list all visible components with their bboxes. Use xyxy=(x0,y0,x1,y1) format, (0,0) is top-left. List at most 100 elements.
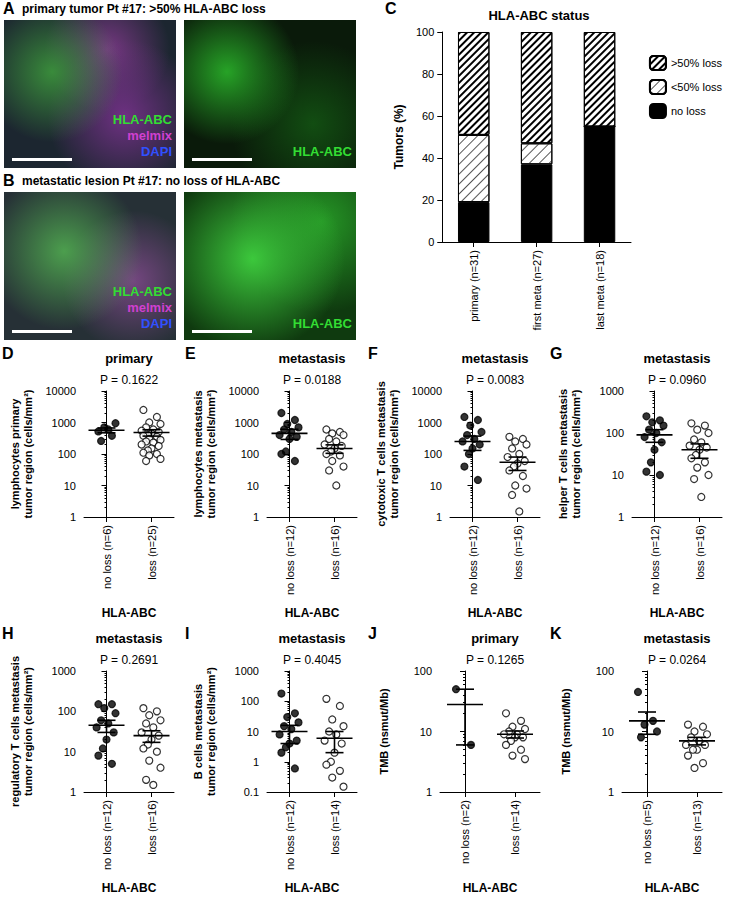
svg-text:loss (n=16): loss (n=16) xyxy=(512,525,524,580)
svg-text:metastasis: metastasis xyxy=(278,351,345,366)
svg-text:80: 80 xyxy=(422,68,434,80)
svg-text:last meta (n=18): last meta (n=18) xyxy=(594,250,606,330)
svg-text:0.1: 0.1 xyxy=(244,786,259,798)
svg-text:tumor region (cells/mm²): tumor region (cells/mm²) xyxy=(22,389,34,518)
svg-text:0: 0 xyxy=(428,236,434,248)
svg-text:P = 0.0188: P = 0.0188 xyxy=(283,373,341,387)
svg-text:loss (n=13): loss (n=13) xyxy=(691,800,703,855)
svg-text:metastasis: metastasis xyxy=(461,351,528,366)
svg-text:1: 1 xyxy=(70,786,76,798)
svg-text:10: 10 xyxy=(602,726,614,738)
svg-text:no loss (n=12): no loss (n=12) xyxy=(284,800,296,870)
svg-text:primary (n=31): primary (n=31) xyxy=(468,250,480,322)
svg-text:loss (n=25): loss (n=25) xyxy=(146,525,158,580)
svg-text:10: 10 xyxy=(420,726,432,738)
svg-text:tumor region (cells/mm²): tumor region (cells/mm²) xyxy=(205,667,217,796)
svg-text:1: 1 xyxy=(426,786,432,798)
svg-text:HLA-ABC: HLA-ABC xyxy=(285,606,340,620)
svg-text:10: 10 xyxy=(64,746,76,758)
svg-text:no loss (n=6): no loss (n=6) xyxy=(101,525,113,589)
svg-text:10: 10 xyxy=(247,726,259,738)
svg-text:1: 1 xyxy=(253,511,259,523)
svg-text:>50% loss: >50% loss xyxy=(671,57,723,69)
svg-text:no loss (n=2): no loss (n=2) xyxy=(459,800,471,864)
svg-text:HLA-ABC: HLA-ABC xyxy=(463,881,518,895)
svg-text:P = 0.1622: P = 0.1622 xyxy=(100,373,158,387)
svg-text:P = 0.1265: P = 0.1265 xyxy=(466,653,524,667)
svg-text:P = 0.4045: P = 0.4045 xyxy=(283,653,341,667)
svg-text:TMB (nsmut/Mb): TMB (nsmut/Mb) xyxy=(378,688,390,774)
svg-text:10: 10 xyxy=(64,480,76,492)
svg-text:loss (n=14): loss (n=14) xyxy=(329,800,341,855)
svg-text:first meta (n=27): first meta (n=27) xyxy=(531,250,543,330)
svg-text:60: 60 xyxy=(422,110,434,122)
svg-text:HLA-ABC: HLA-ABC xyxy=(645,881,700,895)
svg-text:40: 40 xyxy=(422,152,434,164)
svg-text:loss (n=16): loss (n=16) xyxy=(146,800,158,855)
svg-text:cytotoxic T cells metastasis: cytotoxic T cells metastasis xyxy=(375,381,387,527)
svg-text:tumor region (cells/mm²): tumor region (cells/mm²) xyxy=(22,667,34,796)
svg-text:B cells metastasis: B cells metastasis xyxy=(192,684,204,779)
svg-text:100: 100 xyxy=(58,705,76,717)
svg-text:HLA-ABC status: HLA-ABC status xyxy=(488,8,589,23)
svg-text:HLA-ABC: HLA-ABC xyxy=(468,606,523,620)
svg-text:100: 100 xyxy=(241,695,259,707)
svg-text:tumor region (cells/mm²): tumor region (cells/mm²) xyxy=(388,389,400,518)
svg-text:no loss (n=12): no loss (n=12) xyxy=(284,525,296,595)
svg-text:1000: 1000 xyxy=(235,417,259,429)
svg-text:lymphocytes primary: lymphocytes primary xyxy=(9,398,21,510)
svg-text:100: 100 xyxy=(414,665,432,677)
svg-text:10000: 10000 xyxy=(411,385,442,397)
svg-text:no loss (n=12): no loss (n=12) xyxy=(467,525,479,595)
svg-text:loss (n=14): loss (n=14) xyxy=(509,800,521,855)
svg-text:regulatory T cells metastasis: regulatory T cells metastasis xyxy=(9,656,21,807)
svg-text:100: 100 xyxy=(596,665,614,677)
svg-text:10: 10 xyxy=(612,469,624,481)
svg-text:HLA-ABC: HLA-ABC xyxy=(102,881,157,895)
svg-text:1000: 1000 xyxy=(600,385,624,397)
svg-text:1: 1 xyxy=(608,786,614,798)
svg-text:tumor region (cells/mm²): tumor region (cells/mm²) xyxy=(570,389,582,518)
svg-text:no loss (n=5): no loss (n=5) xyxy=(641,800,653,864)
svg-text:1000: 1000 xyxy=(52,417,76,429)
svg-text:tumor region (cells/mm²): tumor region (cells/mm²) xyxy=(205,389,217,518)
svg-text:10000: 10000 xyxy=(45,385,76,397)
svg-text:100: 100 xyxy=(416,26,434,38)
svg-text:Tumors (%): Tumors (%) xyxy=(392,104,406,169)
svg-text:lymphocytes metastasis: lymphocytes metastasis xyxy=(192,390,204,517)
svg-text:helper T cells metastasis: helper T cells metastasis xyxy=(557,389,569,519)
svg-text:loss (n=16): loss (n=16) xyxy=(694,525,706,580)
svg-text:100: 100 xyxy=(58,448,76,460)
svg-text:10: 10 xyxy=(430,480,442,492)
svg-text:HLA-ABC: HLA-ABC xyxy=(102,606,157,620)
svg-text:P = 0.2691: P = 0.2691 xyxy=(100,653,158,667)
svg-text:1: 1 xyxy=(70,511,76,523)
svg-text:100: 100 xyxy=(424,448,442,460)
svg-text:20: 20 xyxy=(422,194,434,206)
svg-text:no loss (n=12): no loss (n=12) xyxy=(649,525,661,595)
svg-text:1: 1 xyxy=(436,511,442,523)
svg-text:metastasis: metastasis xyxy=(643,631,710,646)
svg-text:1: 1 xyxy=(253,756,259,768)
svg-text:loss (n=16): loss (n=16) xyxy=(329,525,341,580)
svg-text:P = 0.0264: P = 0.0264 xyxy=(648,653,706,667)
svg-text:1000: 1000 xyxy=(418,417,442,429)
svg-text:HLA-ABC: HLA-ABC xyxy=(650,606,705,620)
svg-text:TMB (nsmut/Mb): TMB (nsmut/Mb) xyxy=(560,688,572,774)
svg-text:10: 10 xyxy=(247,480,259,492)
svg-text:primary: primary xyxy=(471,631,519,646)
svg-text:no loss: no loss xyxy=(671,105,706,117)
svg-text:1: 1 xyxy=(618,511,624,523)
svg-text:P = 0.0960: P = 0.0960 xyxy=(648,373,706,387)
svg-text:P = 0.0083: P = 0.0083 xyxy=(466,373,524,387)
svg-text:metastasis: metastasis xyxy=(278,631,345,646)
svg-text:1000: 1000 xyxy=(52,665,76,677)
svg-text:no loss (n=12): no loss (n=12) xyxy=(101,800,113,870)
svg-text:1000: 1000 xyxy=(235,665,259,677)
svg-text:10000: 10000 xyxy=(228,385,259,397)
svg-text:HLA-ABC: HLA-ABC xyxy=(285,881,340,895)
svg-text:100: 100 xyxy=(241,448,259,460)
svg-text:<50% loss: <50% loss xyxy=(671,81,723,93)
svg-text:metastasis: metastasis xyxy=(95,631,162,646)
svg-text:100: 100 xyxy=(606,427,624,439)
